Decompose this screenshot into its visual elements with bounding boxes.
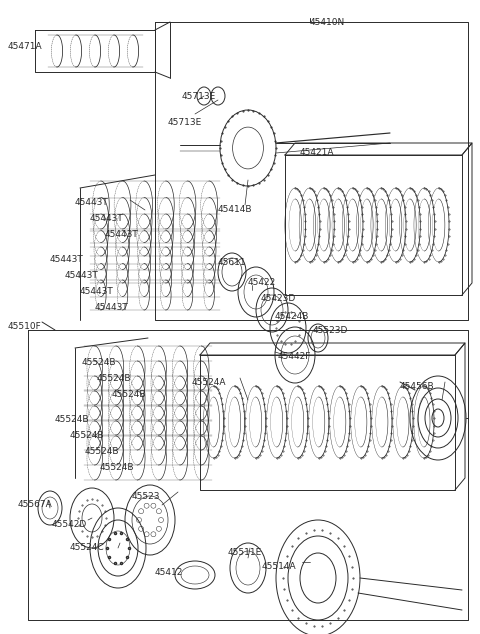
Text: 45713E: 45713E (182, 92, 216, 101)
Text: 45442F: 45442F (278, 352, 312, 361)
Text: 45410N: 45410N (310, 18, 345, 27)
Text: 45421A: 45421A (300, 148, 335, 157)
Text: 45567A: 45567A (18, 500, 53, 509)
Text: 45443T: 45443T (95, 303, 129, 312)
Text: 45542D: 45542D (52, 520, 87, 529)
Text: 45523: 45523 (132, 492, 160, 501)
Text: 45443T: 45443T (75, 198, 109, 207)
Text: 45524B: 45524B (55, 415, 89, 424)
Text: 45713E: 45713E (168, 118, 202, 127)
Text: 45414B: 45414B (218, 205, 252, 214)
Text: 45523D: 45523D (313, 326, 348, 335)
Text: 45524B: 45524B (112, 390, 146, 399)
Text: 45443T: 45443T (80, 287, 114, 296)
Text: 45443T: 45443T (65, 271, 99, 280)
Text: 45443T: 45443T (90, 214, 124, 223)
Text: 45524B: 45524B (70, 431, 105, 440)
Text: 45422: 45422 (248, 278, 276, 287)
Text: 45524B: 45524B (100, 463, 134, 472)
Text: 45456B: 45456B (400, 382, 434, 391)
Text: 45524C: 45524C (70, 543, 105, 552)
Text: 45524A: 45524A (192, 378, 227, 387)
Text: 45471A: 45471A (8, 42, 43, 51)
Text: 45514A: 45514A (262, 562, 297, 571)
Text: 45611: 45611 (218, 258, 247, 267)
Text: 45510F: 45510F (8, 322, 42, 331)
Text: 45412: 45412 (155, 568, 183, 577)
Text: 45424B: 45424B (275, 312, 310, 321)
Text: 45423D: 45423D (261, 294, 296, 303)
Text: 45443T: 45443T (105, 230, 139, 239)
Text: 45443T: 45443T (50, 255, 84, 264)
Text: 45511E: 45511E (228, 548, 262, 557)
Text: 45524B: 45524B (85, 447, 120, 456)
Text: 45524B: 45524B (82, 358, 117, 367)
Text: 45524B: 45524B (97, 374, 132, 383)
